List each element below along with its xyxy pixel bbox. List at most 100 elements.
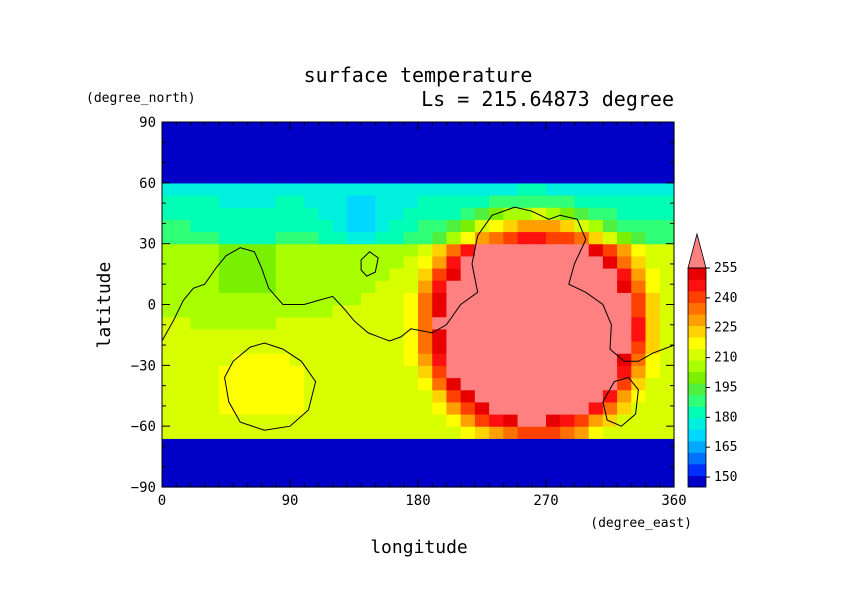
field-cell <box>460 219 476 233</box>
field-cell <box>531 255 547 269</box>
colorbar-swatch <box>688 452 706 465</box>
field-cell <box>375 158 391 172</box>
field-cell <box>560 426 576 439</box>
field-cell <box>375 122 391 135</box>
field-cell <box>162 474 177 488</box>
field-cell <box>617 316 632 330</box>
field-cell <box>602 280 618 293</box>
field-cell <box>631 268 647 281</box>
field-cell <box>645 243 661 257</box>
field-cell <box>574 231 590 245</box>
field-cell <box>346 426 362 439</box>
field-cell <box>190 474 206 488</box>
field-cell <box>460 316 476 330</box>
field-cell <box>432 450 448 464</box>
field-cell <box>261 474 277 488</box>
field-cell <box>290 195 305 208</box>
field-cell <box>290 341 305 354</box>
field-cell <box>162 243 177 257</box>
field-cell <box>489 170 504 184</box>
field-cell <box>645 255 661 269</box>
field-cell <box>503 353 519 366</box>
field-cell <box>531 243 547 257</box>
field-cell <box>375 401 391 415</box>
field-cell <box>460 255 476 269</box>
field-cell <box>176 474 192 488</box>
field-cell <box>318 146 334 160</box>
field-cell <box>389 401 405 415</box>
field-cell <box>474 365 490 379</box>
field-cell <box>531 268 547 281</box>
field-cell <box>659 316 675 330</box>
field-cell <box>531 414 547 427</box>
field-cell <box>531 207 547 220</box>
field-cell <box>403 353 419 366</box>
field-cell <box>432 231 448 245</box>
field-cell <box>503 182 519 196</box>
field-cell <box>645 377 661 391</box>
field-cell <box>631 255 647 269</box>
field-cell <box>332 377 348 391</box>
field-cell <box>389 377 405 391</box>
field-cell <box>361 438 376 452</box>
field-cell <box>432 158 448 172</box>
field-cell <box>318 389 334 403</box>
field-cell <box>361 316 376 330</box>
field-cell <box>403 122 419 135</box>
field-cell <box>176 438 192 452</box>
field-cell <box>346 280 362 293</box>
field-cell <box>617 304 632 318</box>
field-cell <box>432 414 448 427</box>
field-cell <box>588 365 604 379</box>
field-cell <box>190 304 206 318</box>
field-cell <box>574 243 590 257</box>
field-cell <box>176 450 192 464</box>
field-cell <box>446 195 462 208</box>
field-cell <box>290 146 305 160</box>
field-cell <box>233 292 248 306</box>
field-cell <box>261 341 277 354</box>
field-cell <box>233 401 248 415</box>
field-cell <box>218 134 234 147</box>
field-cell <box>204 353 220 366</box>
field-cell <box>375 377 391 391</box>
field-cell <box>531 341 547 354</box>
field-cell <box>162 158 177 172</box>
field-cell <box>204 426 220 439</box>
field-cell <box>247 462 263 476</box>
field-cell <box>645 146 661 160</box>
field-cell <box>247 134 263 147</box>
field-cell <box>332 401 348 415</box>
field-cell <box>474 292 490 306</box>
field-cell <box>361 401 376 415</box>
field-cell <box>318 414 334 427</box>
field-cell <box>617 450 632 464</box>
field-cell <box>375 280 391 293</box>
field-cell <box>659 122 675 135</box>
field-cell <box>375 146 391 160</box>
field-cell <box>588 231 604 245</box>
field-cell <box>247 268 263 281</box>
field-cell <box>574 389 590 403</box>
field-cell <box>503 195 519 208</box>
field-cell <box>375 170 391 184</box>
field-cell <box>517 401 533 415</box>
field-cell <box>446 341 462 354</box>
field-cell <box>247 353 263 366</box>
field-cell <box>218 389 234 403</box>
field-cell <box>588 316 604 330</box>
field-cell <box>247 243 263 257</box>
field-cell <box>275 438 291 452</box>
field-cell <box>204 207 220 220</box>
field-cell <box>517 195 533 208</box>
field-cell <box>389 341 405 354</box>
field-cell <box>460 146 476 160</box>
field-cell <box>346 304 362 318</box>
field-cell <box>290 365 305 379</box>
field-cell <box>631 401 647 415</box>
field-cell <box>304 414 320 427</box>
field-cell <box>204 292 220 306</box>
field-cell <box>275 401 291 415</box>
field-cell <box>275 195 291 208</box>
field-cell <box>403 195 419 208</box>
